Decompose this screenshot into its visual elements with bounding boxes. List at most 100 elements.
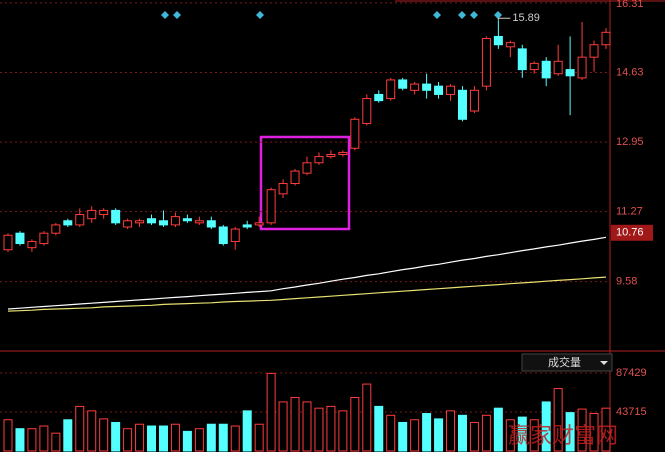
candle-body (39, 232, 49, 245)
candle-body (218, 226, 228, 245)
moving-average (7, 276, 607, 312)
volume-bar (302, 401, 312, 452)
y-tick-label: 11.27 (616, 206, 643, 218)
volume-bar (266, 372, 276, 452)
volume-bar (565, 412, 575, 452)
volume-bar (278, 401, 288, 452)
volume-bar (123, 428, 133, 452)
candle-body (398, 79, 408, 89)
volume-bar (75, 405, 85, 452)
volume-bar (182, 430, 192, 452)
volume-bar (362, 383, 372, 452)
y-tick-label: 43715 (616, 406, 647, 418)
volume-bar (242, 410, 252, 452)
volume-bar (505, 419, 515, 452)
candle-body (290, 170, 300, 184)
volume-bar (135, 423, 145, 452)
volume-bar (218, 423, 228, 452)
candle-body (374, 93, 384, 102)
volume-bar (51, 432, 61, 452)
candle-body (410, 83, 420, 91)
candle-body (601, 31, 611, 46)
indicator-label: 成交量 (548, 355, 581, 369)
candle-body (51, 224, 61, 234)
volume-bar (15, 428, 25, 452)
candle-body (206, 220, 216, 228)
candle-body (158, 220, 168, 226)
volume-bar (206, 423, 216, 452)
candle-body (63, 220, 73, 226)
candle-body (266, 189, 276, 224)
y-tick-label: 12.95 (616, 136, 644, 148)
volume-bar (493, 407, 503, 452)
candle-body (147, 218, 157, 224)
volume-bar (3, 419, 13, 452)
candle-body (242, 224, 252, 228)
candle-body (182, 218, 192, 222)
last-price-box (611, 224, 653, 241)
volume-bar (541, 401, 551, 452)
candle-body (314, 156, 324, 164)
candle-body (469, 89, 479, 112)
candle-body (386, 79, 396, 100)
candle-body (302, 162, 312, 174)
volume-bar (386, 414, 396, 452)
candle-body (338, 151, 348, 155)
indicator-select[interactable] (521, 353, 613, 372)
y-tick-label: 87429 (616, 367, 647, 379)
candle-body (3, 234, 13, 251)
candle-body (589, 44, 599, 58)
volume-bar (446, 410, 456, 452)
volume-bar (326, 405, 336, 452)
volume-bar (290, 396, 300, 452)
high-annotation: 15.89 (512, 12, 540, 24)
volume-bar (39, 425, 49, 452)
candle-body (422, 83, 432, 91)
candle-body (75, 214, 85, 226)
y-tick-label: 16.31 (616, 0, 644, 10)
volume-bar (170, 423, 180, 452)
dropdown-arrow (600, 361, 608, 365)
volume-bar (517, 416, 527, 452)
volume-bar (434, 418, 444, 452)
volume-bar (338, 410, 348, 452)
candle-body (457, 89, 467, 120)
candle-body (326, 153, 336, 158)
candle-body (15, 232, 25, 245)
candle-body (194, 220, 204, 224)
volume-bar (27, 428, 37, 452)
volume-bar (147, 425, 157, 452)
annotation-arrow (497, 17, 511, 21)
y-tick-label: 14.63 (616, 66, 644, 78)
volume-bar (469, 421, 479, 452)
volume-bar (398, 421, 408, 452)
volume-bar (314, 407, 324, 452)
volume-bar (601, 407, 611, 452)
y-tick-label: 9.58 (616, 276, 637, 288)
volume-bar (374, 405, 384, 452)
volume-bar (457, 414, 467, 452)
volume-bar (589, 413, 599, 452)
candle-body (278, 182, 288, 195)
candle-body (27, 240, 37, 249)
volume-bar (422, 413, 432, 452)
candle-body (87, 209, 97, 220)
candle-body (123, 220, 133, 228)
candle-body (350, 118, 360, 149)
candle-body (565, 69, 575, 77)
candle-body (541, 60, 551, 79)
candle-body (362, 98, 372, 124)
candle-body (99, 209, 109, 216)
volume-bar (194, 428, 204, 452)
candle-body (577, 56, 587, 79)
candle-body (230, 228, 240, 242)
candle-body (517, 48, 527, 71)
volume-bar (254, 423, 264, 452)
last-price-label: 10.76 (616, 227, 644, 239)
candle-body (553, 60, 563, 75)
candle-body (446, 85, 456, 95)
candle-body (135, 220, 145, 224)
candle-body (493, 35, 503, 46)
